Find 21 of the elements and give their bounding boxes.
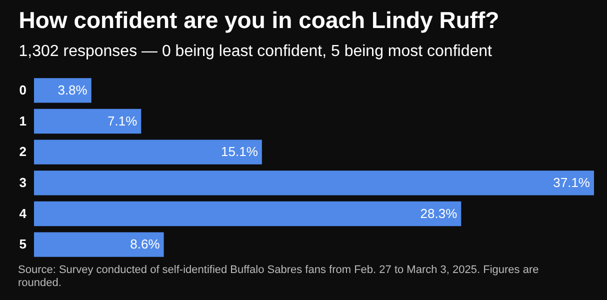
data-label: 37.1% <box>553 174 590 190</box>
bar <box>34 108 142 134</box>
data-label: 3.8% <box>58 82 88 98</box>
data-label: 7.1% <box>108 113 138 128</box>
source-note: Source: Survey conducted of self-identified Buffalo Sabres fans from Feb. 27 to March 3, 2025. Figures are rounded. <box>17 264 540 290</box>
y-tick-label: 5 <box>19 236 26 252</box>
bar <box>34 78 92 103</box>
data-label: 8.6% <box>130 236 160 252</box>
bar <box>34 140 262 164</box>
data-label: 28.3% <box>420 206 458 221</box>
chart-subtitle: 1,302 responses — 0 being least confident, 5 being most confident <box>18 43 493 60</box>
y-tick-label: 3 <box>19 174 26 190</box>
bar <box>34 170 594 196</box>
y-tick-label: 0 <box>19 82 26 98</box>
chart-title: How confident are you in coach Lindy Ruff? <box>18 7 500 33</box>
bar <box>34 232 164 257</box>
y-tick-label: 4 <box>19 206 28 221</box>
bar <box>34 201 462 226</box>
y-tick-label: 2 <box>19 144 26 160</box>
data-label: 15.1% <box>221 144 258 160</box>
y-tick-label: 1 <box>19 113 26 128</box>
